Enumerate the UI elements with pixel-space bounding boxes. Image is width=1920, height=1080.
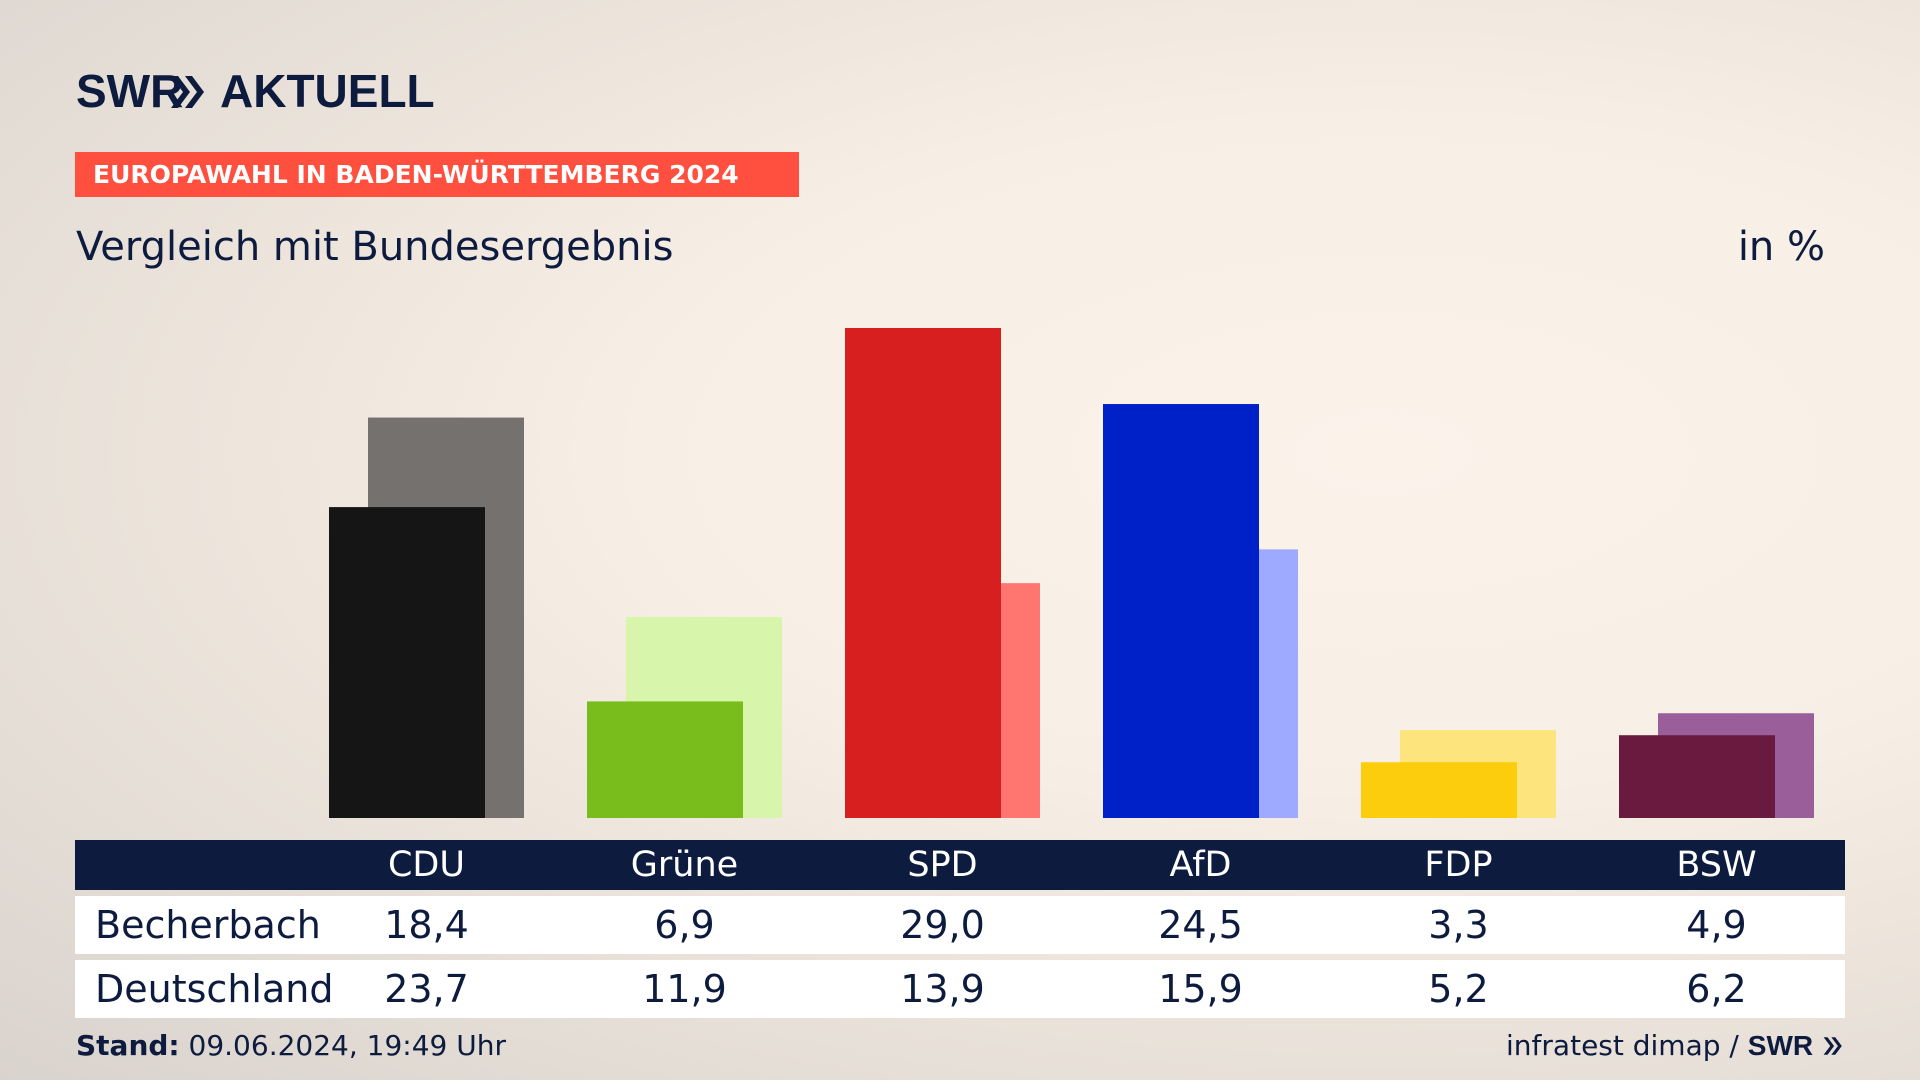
table-cell: 13,9	[900, 967, 985, 1011]
table-cell: 15,9	[1158, 967, 1243, 1011]
table-cell: 11,9	[642, 967, 727, 1011]
column-header-cdu: CDU	[387, 845, 465, 885]
bar-becherbach-spd	[845, 328, 1001, 818]
unit-label: in %	[1737, 224, 1825, 270]
timestamp: Stand: 09.06.2024, 19:49 Uhr	[76, 1026, 506, 1066]
bar-becherbach-fdp	[1361, 762, 1517, 818]
source-brand: SWR	[1747, 1030, 1814, 1061]
chevron-double-right-icon	[1823, 1037, 1842, 1055]
bar-becherbach-afd	[1103, 404, 1259, 818]
table-header: CDU Grüne SPD AfD FDP BSW	[75, 840, 1845, 890]
column-header-afd: AfD	[1169, 845, 1232, 885]
table-cell: 6,2	[1686, 967, 1747, 1011]
stand-label: Stand:	[76, 1029, 180, 1062]
swr-aktuell-logo: SWR AKTUELL	[76, 65, 435, 117]
stand-value: 09.06.2024, 19:49 Uhr	[188, 1029, 506, 1062]
table-cell: 29,0	[900, 903, 985, 947]
table-cell: 6,9	[654, 903, 715, 947]
bar-becherbach-bsw	[1619, 735, 1775, 818]
bar-chart	[329, 328, 1814, 818]
table-row: Deutschland 23,7 11,9 13,9 15,9 5,2 6,2	[75, 960, 1845, 1018]
column-header-gruene: Grüne	[630, 845, 739, 885]
source-text: infratest dimap /	[1506, 1029, 1739, 1062]
column-header-fdp: FDP	[1424, 845, 1493, 885]
table-cell: 5,2	[1428, 967, 1489, 1011]
row-label: Becherbach	[95, 903, 321, 947]
source-credit: infratest dimap / SWR	[1506, 1026, 1844, 1066]
column-header-bsw: BSW	[1676, 845, 1757, 885]
table-cell: 4,9	[1686, 903, 1747, 947]
bar-becherbach-gruene	[587, 701, 743, 818]
results-table: CDU Grüne SPD AfD FDP BSW Becherbach 18,4 6,9 2…	[75, 840, 1845, 1018]
chevron-double-right-icon	[171, 76, 204, 108]
table-cell: 24,5	[1158, 903, 1243, 947]
table-row: Becherbach 18,4 6,9 29,0 24,5 3,3 4,9	[75, 896, 1845, 954]
logo-aktuell-text: AKTUELL	[220, 65, 435, 117]
table-cell: 18,4	[384, 903, 469, 947]
column-header-spd: SPD	[907, 845, 978, 885]
row-label: Deutschland	[95, 967, 334, 1011]
election-banner: EUROPAWAHL IN BADEN-WÜRTTEMBERG 2024	[75, 152, 799, 197]
logo-swr-text: SWR	[76, 65, 184, 117]
table-cell: 3,3	[1428, 903, 1489, 947]
chart-title: Vergleich mit Bundesergebnis	[76, 224, 674, 270]
bar-becherbach-cdu	[329, 507, 485, 818]
table-cell: 23,7	[384, 967, 469, 1011]
